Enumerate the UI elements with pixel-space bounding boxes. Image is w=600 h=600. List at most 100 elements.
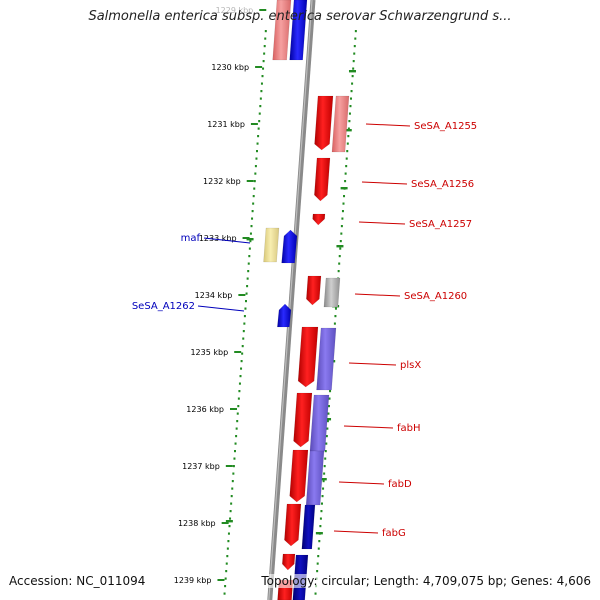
gc-dot bbox=[324, 450, 327, 453]
cog-block[interactable] bbox=[323, 277, 341, 308]
kbp-tick: 1239 kbp bbox=[174, 576, 225, 585]
cds-fragment[interactable] bbox=[272, 0, 292, 61]
gc-dot bbox=[254, 172, 257, 175]
cog-block[interactable] bbox=[309, 394, 330, 452]
cds-fabH[interactable] bbox=[293, 392, 313, 448]
gene-name[interactable]: SeSA_A1256 bbox=[411, 179, 474, 190]
gc-dot bbox=[253, 180, 256, 183]
gc-skew-dash bbox=[348, 70, 356, 73]
genome-backbone bbox=[267, 0, 316, 600]
gc-dot bbox=[238, 390, 241, 393]
gc-dot bbox=[254, 165, 257, 168]
cds-fragment[interactable] bbox=[289, 0, 308, 61]
kbp-tick: 1231 kbp bbox=[207, 120, 258, 129]
gc-arc-inner bbox=[223, 30, 267, 595]
gene-label-fabD[interactable]: fabD bbox=[338, 479, 412, 490]
gene-label-SeSA_A1255[interactable]: SeSA_A1255 bbox=[365, 121, 477, 132]
gc-dot bbox=[317, 555, 320, 558]
gene-name[interactable]: SeSA_A1262 bbox=[132, 301, 195, 312]
kbp-tick: 1238 kbp bbox=[178, 519, 229, 528]
gene-name[interactable]: fabH bbox=[397, 423, 421, 434]
gc-dot bbox=[255, 157, 258, 160]
gc-dot bbox=[327, 405, 330, 408]
gc-dot bbox=[223, 592, 226, 595]
leader-line bbox=[354, 293, 401, 297]
gc-dot bbox=[226, 555, 229, 558]
cog-block[interactable] bbox=[316, 327, 337, 391]
cds-maf[interactable] bbox=[281, 229, 298, 264]
gene-label-plsX[interactable]: plsX bbox=[348, 360, 421, 371]
cog-block[interactable] bbox=[301, 504, 316, 550]
gene-name[interactable]: plsX bbox=[400, 360, 421, 371]
genome-summary: Topology: circular; Length: 4,709,075 bp… bbox=[261, 574, 591, 588]
accession-label: Accession: NC_011094 bbox=[9, 574, 146, 588]
gc-dot bbox=[225, 562, 228, 565]
gc-dot bbox=[229, 510, 232, 513]
cog-block[interactable] bbox=[305, 450, 325, 506]
gene-name[interactable]: fabD bbox=[388, 479, 412, 490]
gc-dot bbox=[342, 202, 345, 205]
gc-dot bbox=[320, 502, 323, 505]
gc-dot bbox=[354, 30, 357, 33]
gc-dot bbox=[243, 322, 246, 325]
cog-block[interactable] bbox=[331, 95, 350, 153]
cds-fabG[interactable] bbox=[284, 503, 302, 547]
cds-SeSA_A1257[interactable] bbox=[312, 213, 326, 226]
cds-SeSA_A1260[interactable] bbox=[306, 275, 322, 306]
gene-name[interactable]: SeSA_A1255 bbox=[414, 121, 477, 132]
gc-dot bbox=[325, 435, 328, 438]
gc-dot bbox=[257, 127, 260, 130]
gc-dot bbox=[344, 180, 347, 183]
cds-SeSA_A1262[interactable] bbox=[277, 303, 292, 328]
cds-SeSA_A1255[interactable] bbox=[314, 95, 334, 151]
gc-dot bbox=[227, 532, 230, 535]
gene-label-SeSA_A1262[interactable]: SeSA_A1262 bbox=[132, 301, 245, 312]
leader-line bbox=[203, 237, 251, 244]
gc-dot bbox=[230, 502, 233, 505]
leader-line bbox=[333, 530, 379, 534]
tick-mark bbox=[225, 465, 233, 467]
gc-dot bbox=[339, 240, 342, 243]
gene-label-maf[interactable]: maf bbox=[181, 233, 251, 244]
gene-name[interactable]: SeSA_A1257 bbox=[409, 219, 472, 230]
gc-dot bbox=[345, 165, 348, 168]
gene-name[interactable]: maf bbox=[181, 233, 201, 244]
gc-dot bbox=[247, 270, 250, 273]
cds-fragment[interactable] bbox=[282, 553, 296, 571]
gene-label-fabG[interactable]: fabG bbox=[333, 528, 406, 539]
gene-label-SeSA_A1260[interactable]: SeSA_A1260 bbox=[354, 291, 467, 302]
gc-dot bbox=[253, 187, 256, 190]
leader-line bbox=[338, 481, 385, 485]
gene-name[interactable]: fabG bbox=[382, 528, 406, 539]
leader-line bbox=[343, 425, 394, 429]
gc-dot bbox=[320, 510, 323, 513]
gene-label-SeSA_A1256[interactable]: SeSA_A1256 bbox=[361, 179, 474, 190]
gc-dot bbox=[264, 30, 267, 33]
gene-label-SeSA_A1257[interactable]: SeSA_A1257 bbox=[358, 219, 472, 230]
gc-dot bbox=[345, 157, 348, 160]
gc-skew-dash bbox=[340, 187, 348, 190]
leader-line bbox=[358, 221, 406, 225]
gc-dot bbox=[346, 150, 349, 153]
gc-dot bbox=[248, 255, 251, 258]
gc-dot bbox=[235, 435, 238, 438]
gc-dot bbox=[256, 142, 259, 145]
gc-dot bbox=[327, 412, 330, 415]
gene-label-fabH[interactable]: fabH bbox=[343, 423, 421, 434]
cog-block[interactable] bbox=[263, 227, 280, 263]
tick-mark bbox=[242, 237, 250, 239]
gc-dot bbox=[259, 97, 262, 100]
gc-dot bbox=[322, 487, 325, 490]
gc-dot bbox=[263, 52, 266, 55]
gc-dot bbox=[247, 262, 250, 265]
cds-SeSA_A1256[interactable] bbox=[314, 157, 331, 202]
gene-name[interactable]: SeSA_A1260 bbox=[404, 291, 467, 302]
tick-label: 1232 kbp bbox=[203, 177, 241, 186]
kbp-tick: 1233 kbp bbox=[199, 234, 250, 243]
gc-dot bbox=[349, 105, 352, 108]
cds-fabD[interactable] bbox=[289, 449, 309, 503]
gc-dot bbox=[314, 592, 317, 595]
cds-plsX[interactable] bbox=[297, 326, 319, 388]
gc-dot bbox=[323, 465, 326, 468]
